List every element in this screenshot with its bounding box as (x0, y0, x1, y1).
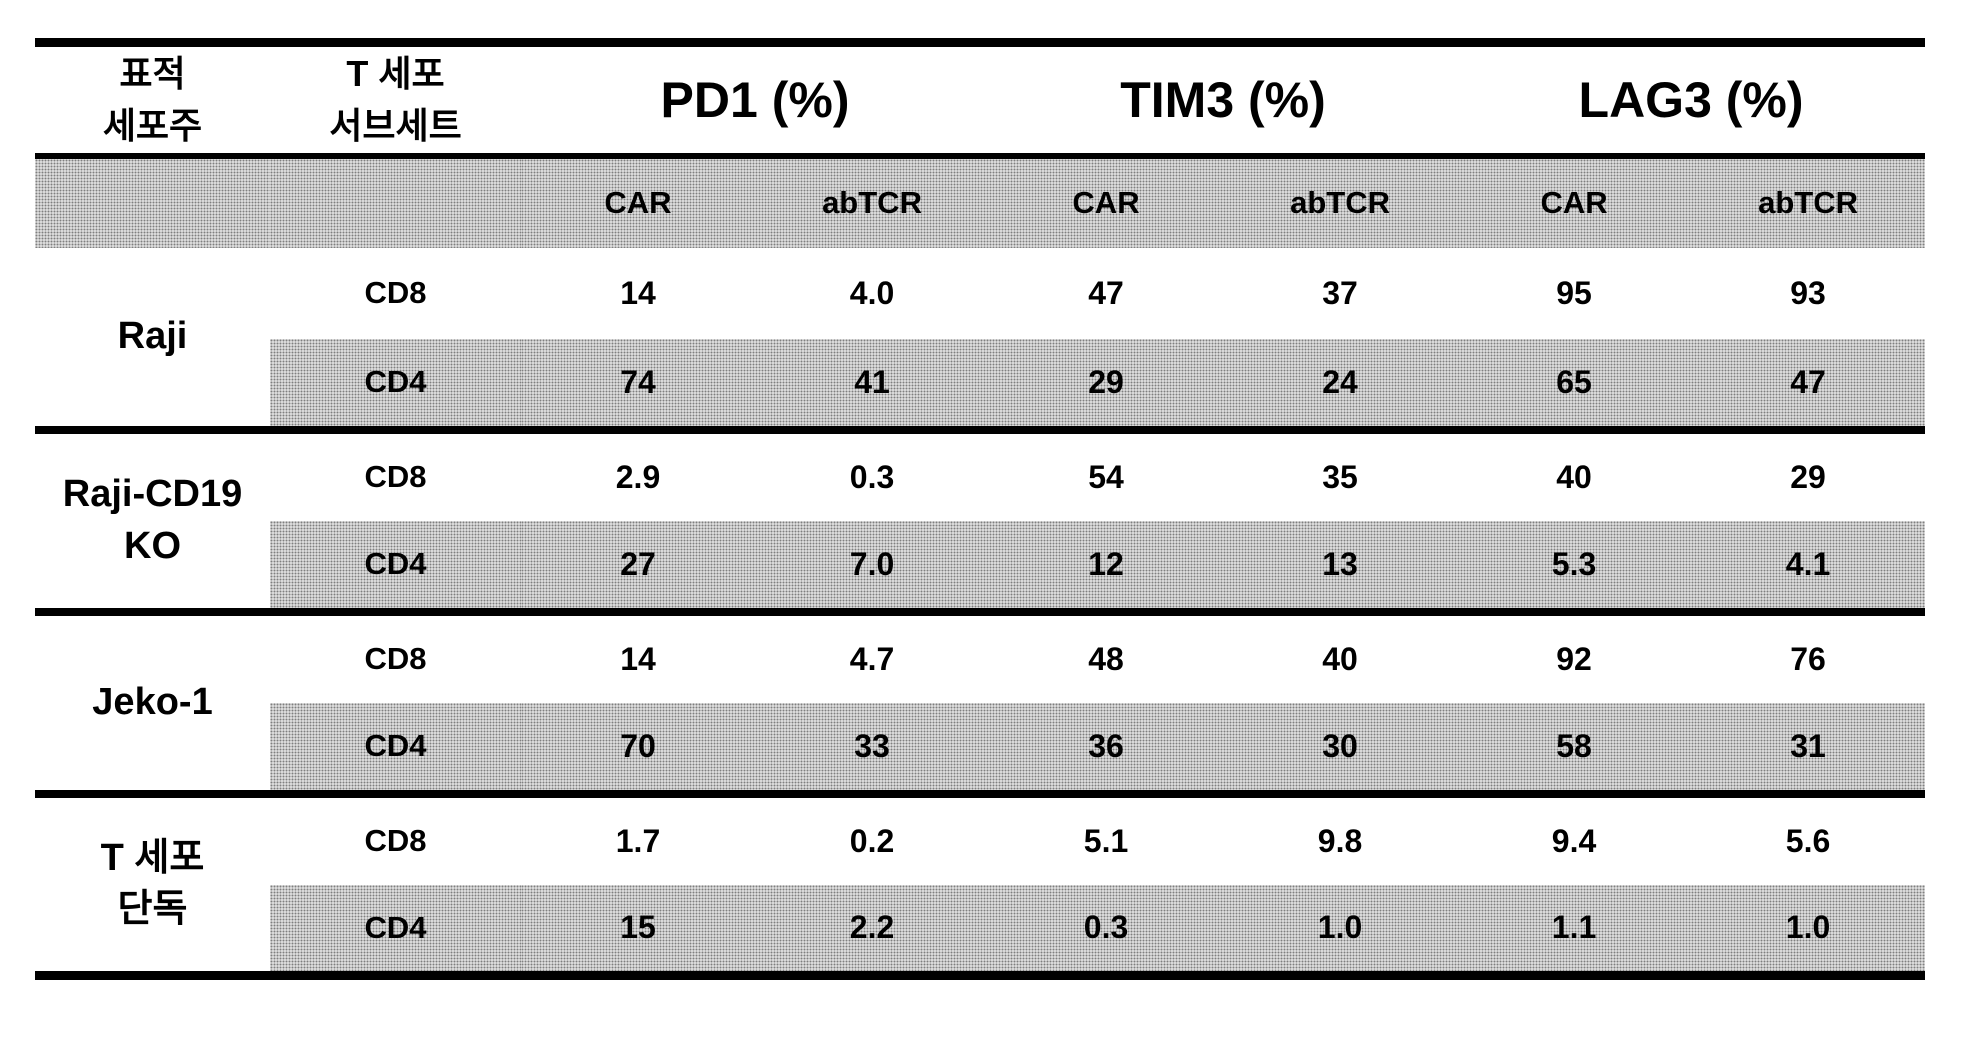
value-cell: 35 (1322, 458, 1358, 495)
value-cell: 15 (521, 884, 755, 976)
subheader-lag3-abtcr: abTCR (1691, 155, 1926, 248)
value-cell: 40 (1322, 640, 1358, 677)
header-row-main: 표적 세포주 T 세포 서브세트 PD1 (%) TIM3 (%) LAG3 (… (35, 42, 1926, 159)
value-cell: 29 (989, 338, 1224, 434)
value-cell: 4.7 (849, 640, 895, 677)
subset-label: CD8 (364, 641, 427, 676)
subheader-tim3-car: CAR (989, 155, 1224, 248)
subset-label: CD8 (364, 459, 427, 494)
table-row: Jeko-1 CD8 14 4.7 48 40 92 76 (35, 611, 1925, 798)
table-body: Raji CD8 14 4.0 47 37 95 93 CD4 74 41 29… (35, 247, 1926, 976)
value-cell: 58 (1457, 702, 1692, 798)
value-cell: 5.6 (1785, 822, 1831, 859)
subheader-lag3-car: CAR (1457, 155, 1692, 248)
value-cell: 4.0 (849, 274, 895, 311)
value-cell: 70 (521, 702, 755, 798)
table-row: CD4 74 41 29 24 65 47 (35, 338, 1926, 434)
table-row: CD4 15 2.2 0.3 1.0 1.1 1.0 (35, 884, 1926, 976)
subset-label: CD8 (364, 823, 427, 858)
value-cell: 92 (1556, 640, 1592, 677)
value-cell: 9.8 (1317, 822, 1363, 859)
subset-label: CD4 (270, 520, 521, 616)
table-row: Raji CD8 14 4.0 47 37 95 93 (35, 247, 1925, 434)
value-cell: 31 (1691, 702, 1926, 798)
subset-label: CD4 (270, 702, 521, 798)
value-cell: 1.7 (615, 822, 661, 859)
value-cell: 2.2 (755, 884, 990, 976)
header-pd1: PD1 (%) (521, 42, 990, 159)
value-cell: 0.3 (849, 458, 895, 495)
table-row: T 세포 단독 CD8 1.7 0.2 5.1 9.8 9.4 5.6 (35, 794, 1925, 931)
value-cell: 13 (1223, 520, 1458, 616)
value-cell: 65 (1457, 338, 1692, 434)
header-t-cell-subset: T 세포 서브세트 (270, 42, 521, 159)
value-cell: 2.9 (615, 458, 661, 495)
value-cell: 1.0 (1223, 884, 1458, 976)
value-cell: 5.3 (1457, 520, 1692, 616)
value-cell: 27 (521, 520, 755, 616)
value-cell: 5.1 (1083, 822, 1129, 859)
subheader-pd1-abtcr: abTCR (755, 155, 990, 248)
subset-label: CD8 (364, 275, 427, 310)
value-cell: 47 (1691, 338, 1926, 434)
value-cell: 54 (1088, 458, 1124, 495)
exhaustion-marker-table-container: 표적 세포주 T 세포 서브세트 PD1 (%) TIM3 (%) LAG3 (… (35, 38, 1926, 980)
value-cell: 7.0 (755, 520, 990, 616)
cell-line-raji-cd19-ko: Raji-CD19 KO (35, 429, 270, 616)
value-cell: 48 (1088, 640, 1124, 677)
value-cell: 76 (1790, 640, 1826, 677)
value-cell: 37 (1322, 274, 1358, 311)
value-cell: 14 (620, 274, 656, 311)
subheader-empty-1 (35, 155, 270, 248)
header-tim3: TIM3 (%) (989, 42, 1458, 159)
value-cell: 36 (989, 702, 1224, 798)
table-row: CD4 70 33 36 30 58 31 (35, 702, 1926, 798)
cell-line-jeko-1: Jeko-1 (35, 611, 270, 798)
value-cell: 1.0 (1691, 884, 1926, 976)
value-cell: 41 (755, 338, 990, 434)
subheader-tim3-abtcr: abTCR (1223, 155, 1458, 248)
exhaustion-marker-table: 표적 세포주 T 세포 서브세트 PD1 (%) TIM3 (%) LAG3 (… (35, 38, 1926, 980)
value-cell: 29 (1790, 458, 1826, 495)
value-cell: 33 (755, 702, 990, 798)
value-cell: 40 (1556, 458, 1592, 495)
cell-line-t-cells-alone: T 세포 단독 (100, 836, 205, 931)
subheader-empty-2 (270, 155, 521, 248)
value-cell: 24 (1223, 338, 1458, 434)
value-cell: 4.1 (1691, 520, 1926, 616)
value-cell: 9.4 (1551, 822, 1597, 859)
value-cell: 93 (1790, 274, 1826, 311)
subset-label: CD4 (270, 338, 521, 434)
subset-label: CD4 (270, 884, 521, 976)
value-cell: 30 (1223, 702, 1458, 798)
value-cell: 14 (620, 640, 656, 677)
subheader-pd1-car: CAR (521, 155, 755, 248)
value-cell: 0.2 (849, 822, 895, 859)
header-row-sub: CAR abTCR CAR abTCR CAR abTCR (35, 155, 1926, 248)
value-cell: 0.3 (989, 884, 1224, 976)
value-cell: 12 (989, 520, 1224, 616)
table-row: CD4 27 7.0 12 13 5.3 4.1 (35, 520, 1926, 616)
table-row: Raji-CD19 KO CD8 2.9 0.3 54 35 40 29 (35, 429, 1925, 616)
value-cell: 74 (521, 338, 755, 434)
value-cell: 1.1 (1457, 884, 1692, 976)
table-header: 표적 세포주 T 세포 서브세트 PD1 (%) TIM3 (%) LAG3 (… (35, 42, 1926, 248)
value-cell: 95 (1556, 274, 1592, 311)
header-lag3: LAG3 (%) (1457, 42, 1926, 159)
value-cell: 47 (1088, 274, 1124, 311)
header-target-cell-line: 표적 세포주 (35, 42, 270, 159)
cell-line-raji: Raji (35, 247, 270, 434)
